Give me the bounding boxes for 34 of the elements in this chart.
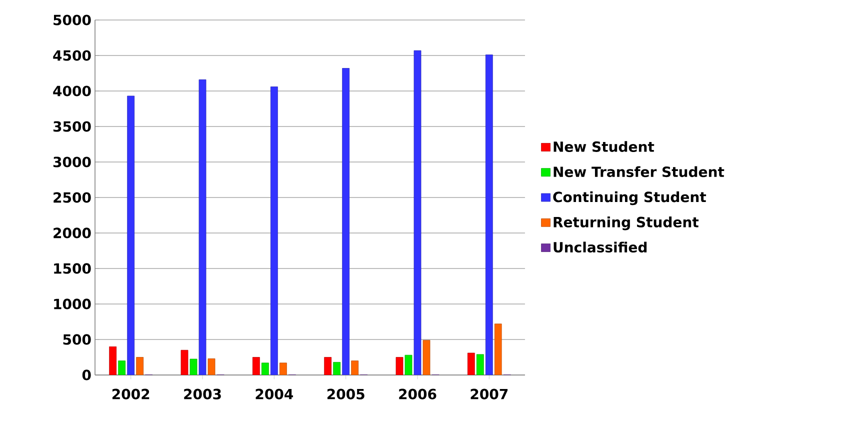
bar: [494, 324, 502, 375]
y-tick-label: 3000: [53, 156, 91, 168]
legend-label: Unclassified: [554, 242, 647, 253]
x-tick-label: 2006: [399, 388, 436, 400]
bar: [422, 340, 430, 375]
x-tick-label: 2003: [184, 388, 221, 400]
y-tick-label: 2000: [54, 228, 91, 238]
legend-label: New Student: [554, 141, 654, 152]
y-tick-label: 3500: [53, 121, 91, 132]
bar: [342, 68, 350, 375]
bar: [476, 354, 484, 375]
bar: [136, 357, 144, 375]
y-tick-label: 500: [63, 334, 91, 345]
y-tick-label: 2500: [54, 192, 91, 203]
y-tick-label: 4500: [53, 50, 91, 61]
y-tick-label: 4000: [53, 86, 91, 96]
bar: [270, 86, 278, 375]
y-tick-label: 1000: [54, 298, 91, 310]
x-tick-label: 2002: [112, 388, 150, 400]
legend-label: Continuing Student: [553, 191, 706, 206]
bar: [351, 360, 359, 375]
bar: [485, 54, 493, 375]
bar: [127, 96, 135, 375]
legend-label: Returning Student: [554, 216, 699, 230]
bar: [208, 358, 216, 375]
y-tick-label: 5000: [54, 14, 91, 26]
bar: [109, 346, 117, 375]
x-tick-label: 2005: [327, 388, 364, 400]
y-tick-label: 0: [82, 370, 91, 380]
legend-label: New Transfer Student: [554, 166, 724, 178]
x-tick-label: 2007: [470, 388, 508, 400]
y-tick-label: 1500: [54, 263, 91, 274]
x-tick-label: 2004: [256, 388, 294, 400]
bar: [279, 362, 287, 375]
